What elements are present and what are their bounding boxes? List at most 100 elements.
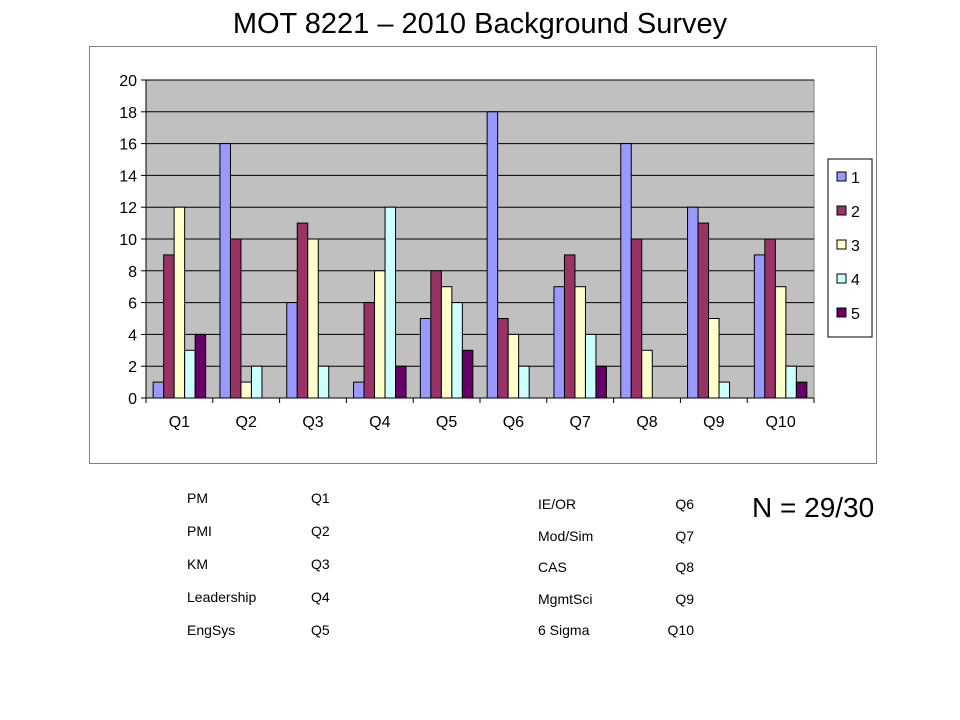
chart-title: MOT 8221 – 2010 Background Survey xyxy=(232,8,728,40)
bar xyxy=(620,143,632,399)
bar xyxy=(553,286,565,399)
key-question-code: Q1 xyxy=(311,490,330,506)
bar xyxy=(697,222,710,399)
bar xyxy=(194,333,207,399)
bar xyxy=(687,206,699,399)
key-topic-label: CAS xyxy=(538,559,567,575)
chart-area: 0 2 4 6 8 10 12 14 16 18 20 Q1 Q2 Q3 Q4 Q5 Q6 Q7 Q8 Q9 Q10 1… xyxy=(89,46,877,464)
legend-label: 4 xyxy=(851,272,860,289)
key-question-code: Q6 xyxy=(675,496,694,512)
bar xyxy=(764,238,776,399)
bar xyxy=(173,206,186,399)
bar xyxy=(250,365,263,399)
x-tick-label: Q1 xyxy=(169,414,190,431)
key-topic-label: 6 Sigma xyxy=(538,622,590,638)
bar xyxy=(774,286,787,399)
bar xyxy=(440,286,453,399)
bar xyxy=(363,302,376,399)
key-question-code: Q3 xyxy=(311,556,330,572)
bar xyxy=(795,381,808,399)
bar xyxy=(497,318,509,399)
x-tick-label: Q6 xyxy=(503,414,524,431)
bar xyxy=(240,381,252,399)
legend: 1 2 3 4 5 xyxy=(827,158,873,338)
bar xyxy=(430,270,442,399)
y-tick-label: 20 xyxy=(119,73,137,90)
x-tick-label: Q5 xyxy=(436,414,457,431)
y-tick-label: 8 xyxy=(128,264,137,281)
bar xyxy=(563,254,576,399)
legend-label: 2 xyxy=(851,204,860,221)
key-topic-label: KM xyxy=(187,556,208,572)
y-tick-label: 0 xyxy=(128,391,137,408)
x-tick-label: Q9 xyxy=(703,414,724,431)
x-tick-label: Q2 xyxy=(236,414,257,431)
key-topic-label: IE/OR xyxy=(538,496,577,512)
bar xyxy=(486,111,499,399)
legend-label: 1 xyxy=(851,170,860,187)
legend-swatch xyxy=(836,171,847,182)
y-tick-label: 10 xyxy=(119,232,137,249)
key-topic-label: Leadership xyxy=(187,589,257,605)
x-tick-label: Q3 xyxy=(302,414,323,431)
y-tick-label: 16 xyxy=(119,137,137,154)
key-question-code: Q5 xyxy=(311,622,330,638)
legend-label: 3 xyxy=(851,238,860,255)
bar xyxy=(641,349,653,399)
y-tick-label: 14 xyxy=(119,168,137,185)
key-question-code: Q7 xyxy=(675,527,694,544)
x-tick-label: Q7 xyxy=(570,414,591,431)
legend-swatch xyxy=(836,205,847,216)
key-question-code: Q4 xyxy=(311,589,330,605)
bar xyxy=(461,349,474,399)
bar xyxy=(219,143,231,399)
bar xyxy=(574,286,586,399)
bar xyxy=(785,365,797,399)
key-topic-label: PMI xyxy=(187,523,212,539)
bar xyxy=(374,270,386,399)
bar xyxy=(307,238,319,399)
bar xyxy=(229,238,242,399)
x-tick-label: Q4 xyxy=(369,414,390,431)
bar xyxy=(584,333,597,399)
key-question-code: Q9 xyxy=(675,590,694,607)
y-tick-label: 6 xyxy=(128,296,137,313)
bar xyxy=(595,365,607,399)
bar xyxy=(184,349,196,399)
bar xyxy=(630,238,643,399)
bar xyxy=(753,254,766,399)
x-tick-label: Q8 xyxy=(636,414,657,431)
key-question-code: Q8 xyxy=(675,559,694,575)
y-tick-label: 18 xyxy=(119,105,137,122)
bar xyxy=(507,333,520,399)
question-key-right: IE/OR Q6 Mod/Sim Q7 CAS Q8 MgmtSci Q9 6 Sigma Q10 xyxy=(538,496,708,646)
y-tick-label: 12 xyxy=(119,200,137,217)
bar xyxy=(317,365,330,399)
bar xyxy=(419,318,432,399)
bar xyxy=(152,381,165,399)
bar xyxy=(353,381,365,399)
legend-label: 5 xyxy=(851,306,860,323)
key-topic-label: Mod/Sim xyxy=(538,527,594,544)
legend-swatch xyxy=(836,307,847,318)
key-topic-label: PM xyxy=(187,490,208,506)
x-tick-label: Q10 xyxy=(765,414,795,431)
bar xyxy=(286,302,298,399)
bar xyxy=(708,318,720,399)
bar xyxy=(451,302,463,399)
bar xyxy=(296,222,309,399)
y-tick-label: 4 xyxy=(128,327,137,344)
key-topic-label: MgmtSci xyxy=(538,590,593,607)
bar xyxy=(384,206,397,399)
key-question-code: Q10 xyxy=(667,622,694,638)
bar xyxy=(163,254,175,399)
sample-size-label: N = 29/30 xyxy=(752,492,875,523)
bar xyxy=(395,365,407,399)
key-question-code: Q2 xyxy=(311,523,330,539)
legend-box xyxy=(827,158,873,338)
y-tick-label: 2 xyxy=(128,359,137,376)
legend-swatch xyxy=(836,239,847,250)
bar xyxy=(518,365,530,399)
question-key-left: PM Q1 PMI Q2 KM Q3 Leadership Q4 EngSys Q5 xyxy=(187,490,387,650)
